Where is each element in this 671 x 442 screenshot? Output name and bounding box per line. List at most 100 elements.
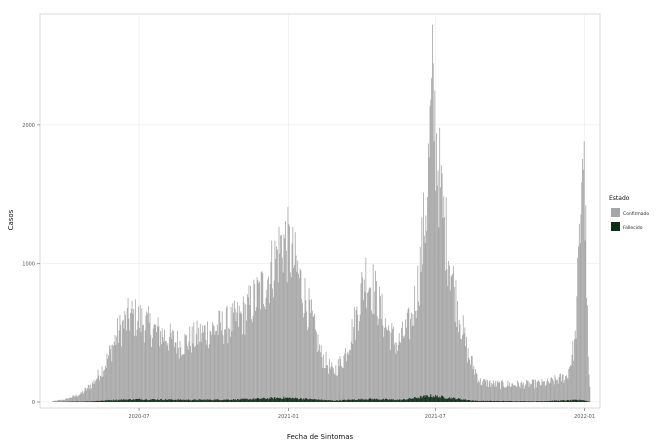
bar-fallecido bbox=[440, 395, 442, 402]
bar-confirmado bbox=[87, 384, 89, 402]
bar-fallecido bbox=[125, 399, 127, 402]
bar-fallecido bbox=[492, 401, 493, 402]
bar-confirmado bbox=[337, 375, 338, 402]
bar-fallecido bbox=[259, 398, 261, 402]
bar-confirmado bbox=[521, 381, 523, 402]
bar-confirmado bbox=[300, 270, 302, 402]
bar-confirmado bbox=[451, 275, 453, 402]
bar-confirmado bbox=[422, 264, 424, 402]
bar-fallecido bbox=[495, 401, 497, 402]
bar-fallecido bbox=[459, 398, 461, 402]
bar-confirmado bbox=[218, 310, 220, 402]
bar-fallecido bbox=[531, 401, 532, 402]
bar-confirmado bbox=[397, 350, 398, 402]
bar-confirmado bbox=[273, 280, 275, 402]
bar-fallecido bbox=[375, 399, 376, 402]
bar-confirmado bbox=[63, 399, 65, 402]
bar-confirmado bbox=[327, 365, 329, 402]
bar-confirmado bbox=[563, 383, 565, 402]
bar-confirmado bbox=[408, 307, 410, 402]
bar-fallecido bbox=[108, 399, 109, 402]
bar-confirmado bbox=[477, 382, 479, 402]
bar-fallecido bbox=[119, 400, 121, 402]
bar-fallecido bbox=[219, 400, 221, 402]
bar-fallecido bbox=[315, 399, 317, 402]
bar-confirmado bbox=[397, 344, 399, 402]
bar-fallecido bbox=[181, 399, 183, 402]
bar-confirmado bbox=[266, 289, 268, 402]
bar-confirmado bbox=[92, 384, 94, 402]
bar-confirmado bbox=[324, 367, 325, 402]
bar-fallecido bbox=[187, 399, 189, 402]
bar-fallecido bbox=[337, 400, 338, 402]
bar-confirmado bbox=[88, 385, 90, 402]
bar-confirmado bbox=[299, 268, 301, 402]
bar-confirmado bbox=[128, 318, 130, 402]
bar-confirmado bbox=[275, 258, 277, 402]
bar-confirmado bbox=[111, 361, 113, 402]
bar-confirmado bbox=[160, 331, 161, 402]
bar-fallecido bbox=[294, 398, 295, 402]
bar-confirmado bbox=[488, 386, 489, 402]
bar-fallecido bbox=[441, 395, 443, 402]
bar-confirmado bbox=[534, 388, 536, 402]
bar-fallecido bbox=[319, 399, 320, 402]
bar-confirmado bbox=[419, 247, 421, 402]
bar-fallecido bbox=[325, 400, 327, 402]
bar-fallecido bbox=[348, 399, 350, 402]
bar-fallecido bbox=[320, 399, 322, 402]
bar-confirmado bbox=[395, 353, 397, 402]
bar-fallecido bbox=[509, 400, 510, 402]
bar-confirmado bbox=[520, 382, 522, 402]
bar-confirmado bbox=[227, 343, 229, 402]
bar-confirmado bbox=[302, 303, 303, 402]
bar-fallecido bbox=[238, 399, 240, 402]
bar-confirmado bbox=[371, 310, 372, 402]
bar-confirmado bbox=[487, 379, 488, 402]
bar-confirmado bbox=[83, 391, 85, 402]
bar-fallecido bbox=[198, 399, 200, 402]
bar-fallecido bbox=[423, 395, 424, 402]
bar-fallecido bbox=[143, 399, 145, 402]
bar-fallecido bbox=[220, 400, 222, 402]
bar-fallecido bbox=[286, 397, 288, 402]
bar-confirmado bbox=[483, 379, 484, 402]
bar-confirmado bbox=[146, 311, 148, 402]
bar-confirmado bbox=[335, 365, 337, 402]
bar-confirmado bbox=[414, 310, 416, 402]
bar-confirmado bbox=[512, 383, 514, 402]
bar-fallecido bbox=[239, 399, 241, 402]
bar-confirmado bbox=[360, 283, 362, 402]
bar-fallecido bbox=[453, 397, 455, 402]
bar-confirmado bbox=[110, 344, 112, 402]
bar-confirmado bbox=[291, 243, 293, 402]
bar-fallecido bbox=[563, 400, 565, 402]
bar-confirmado bbox=[497, 383, 499, 402]
bar-fallecido bbox=[315, 399, 316, 402]
bar-fallecido bbox=[203, 399, 204, 402]
bar-confirmado bbox=[367, 291, 369, 402]
bar-fallecido bbox=[397, 399, 398, 402]
bar-confirmado bbox=[474, 374, 476, 402]
bar-confirmado bbox=[301, 299, 303, 402]
bar-confirmado bbox=[269, 284, 271, 402]
bar-confirmado bbox=[354, 307, 355, 402]
bar-confirmado bbox=[164, 341, 166, 402]
bar-fallecido bbox=[272, 399, 274, 402]
bar-fallecido bbox=[345, 400, 347, 402]
bar-fallecido bbox=[206, 399, 208, 402]
bar-confirmado bbox=[97, 369, 99, 402]
bar-confirmado bbox=[432, 63, 434, 403]
bar-confirmado bbox=[376, 316, 378, 402]
bar-fallecido bbox=[557, 400, 559, 402]
bar-confirmado bbox=[192, 343, 194, 402]
bar-fallecido bbox=[176, 400, 178, 402]
bar-confirmado bbox=[531, 384, 532, 402]
bar-confirmado bbox=[545, 384, 547, 402]
bar-fallecido bbox=[353, 399, 355, 402]
bar-confirmado bbox=[232, 303, 234, 402]
bar-fallecido bbox=[338, 400, 340, 402]
bar-fallecido bbox=[573, 399, 575, 402]
bar-confirmado bbox=[239, 313, 241, 402]
bar-confirmado bbox=[278, 226, 280, 402]
